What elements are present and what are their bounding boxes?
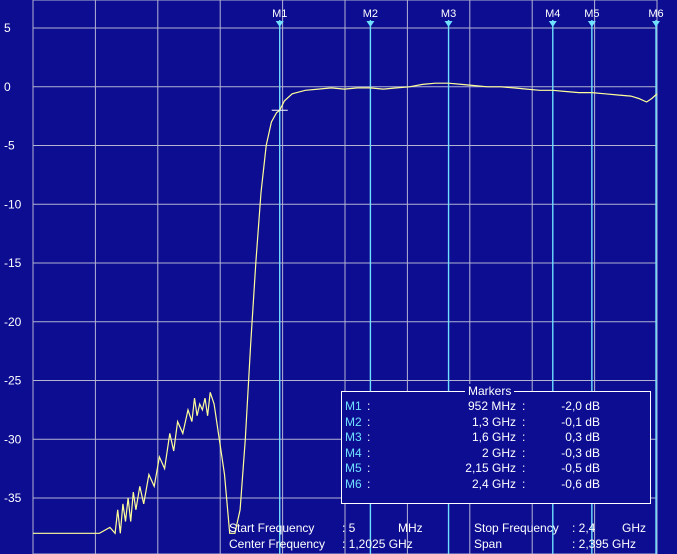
y-tick-label: -20: [4, 315, 22, 329]
marker-row: M3:1,6 GHz:0,3 dB: [342, 430, 650, 445]
y-tick-labels: 5 0 -5 -10 -15 -20 -25 -30 -35: [4, 21, 22, 505]
marker-separator: :: [522, 430, 526, 444]
marker-triangle: [444, 21, 453, 27]
center-frequency-label: Center Frequency: [229, 537, 326, 551]
y-tick-label: -25: [4, 374, 22, 388]
marker-value: -0,6 dB: [561, 476, 600, 491]
marker-separator: :: [367, 399, 371, 413]
marker-label: M1: [272, 8, 287, 20]
marker-label: M2: [363, 8, 378, 20]
marker-name: M4: [345, 445, 362, 460]
marker-label: M5: [584, 8, 599, 20]
marker-row: M1:952 MHz: -2,0 dB: [342, 399, 650, 414]
start-frequency-unit: MHz: [398, 521, 423, 535]
marker-name: M1: [345, 399, 362, 413]
marker-triangle: [275, 21, 284, 27]
marker-triangle: [548, 21, 557, 27]
y-tick-label: 5: [4, 21, 11, 35]
marker-name: M3: [345, 430, 362, 444]
stop-frequency-label: Stop Frequency: [474, 521, 559, 535]
marker-separator: :: [522, 445, 526, 460]
marker-frequency: 1,6 GHz: [471, 430, 516, 444]
marker-row: M2:1,3 GHz: -0,1 dB: [342, 415, 650, 430]
stop-frequency-unit: GHz: [622, 521, 646, 535]
marker-separator: :: [522, 414, 526, 429]
start-frequency-value: : 5: [342, 521, 356, 535]
marker-separator: :: [367, 445, 371, 460]
start-frequency-label: Start Frequency: [229, 521, 315, 535]
marker-row: M5:2,15 GHz: -0,5 dB: [342, 461, 650, 476]
marker-frequency: 2 GHz: [481, 445, 516, 460]
y-tick-label: -5: [4, 139, 15, 153]
markers-panel-title: Markers: [465, 384, 515, 398]
trace-line: [33, 82, 658, 535]
marker-separator: :: [522, 476, 526, 491]
marker-value: -0,5 dB: [561, 461, 600, 475]
marker-frequency: 1,3 GHz: [471, 414, 516, 429]
marker-separator: :: [367, 476, 371, 491]
y-tick-label: -15: [4, 256, 22, 270]
marker-separator: :: [367, 414, 371, 429]
marker-triangle: [366, 21, 375, 27]
marker-separator: :: [522, 461, 526, 475]
span-label: Span: [474, 537, 503, 551]
marker-row: M6:2,4 GHz: -0,6 dB: [342, 477, 650, 492]
y-tick-label: -10: [4, 197, 22, 211]
marker-triangle: [587, 21, 596, 27]
marker-row: M4:2 GHz: -0,3 dB: [342, 446, 650, 461]
marker-frequency: 2,4 GHz: [471, 476, 516, 491]
trace-layer: [33, 82, 658, 535]
marker-label: M6: [648, 8, 663, 20]
marker-name: M6: [345, 476, 362, 491]
marker-label: M3: [441, 8, 456, 20]
marker-separator: :: [522, 399, 526, 413]
span-value: : 2,395 GHz: [572, 537, 637, 551]
stop-frequency-value: : 2,4: [572, 521, 596, 535]
marker-value: -0,1 dB: [561, 414, 600, 429]
plot-frame: [32, 0, 658, 554]
marker-value: 0,3 dB: [565, 430, 600, 444]
marker-triangle: [652, 21, 660, 27]
markers-panel: Markers M1:952 MHz: -2,0 dB M2:1,3 GHz: -0,…: [341, 384, 651, 504]
marker-label: M4: [545, 8, 560, 20]
marker-name: M2: [345, 414, 362, 429]
marker-value: -0,3 dB: [561, 445, 600, 460]
marker-separator: :: [367, 430, 371, 444]
y-tick-label: 0: [4, 80, 11, 94]
marker-name: M5: [345, 461, 362, 475]
y-tick-label: -30: [4, 432, 22, 446]
marker-separator: :: [367, 461, 371, 475]
marker-value: -2,0 dB: [561, 399, 600, 413]
marker-frequency: 952 MHz: [467, 399, 516, 413]
marker-frequency: 2,15 GHz: [465, 461, 516, 475]
y-tick-label: -35: [4, 491, 22, 505]
center-frequency-value: : 1,2025 GHz: [342, 537, 413, 551]
